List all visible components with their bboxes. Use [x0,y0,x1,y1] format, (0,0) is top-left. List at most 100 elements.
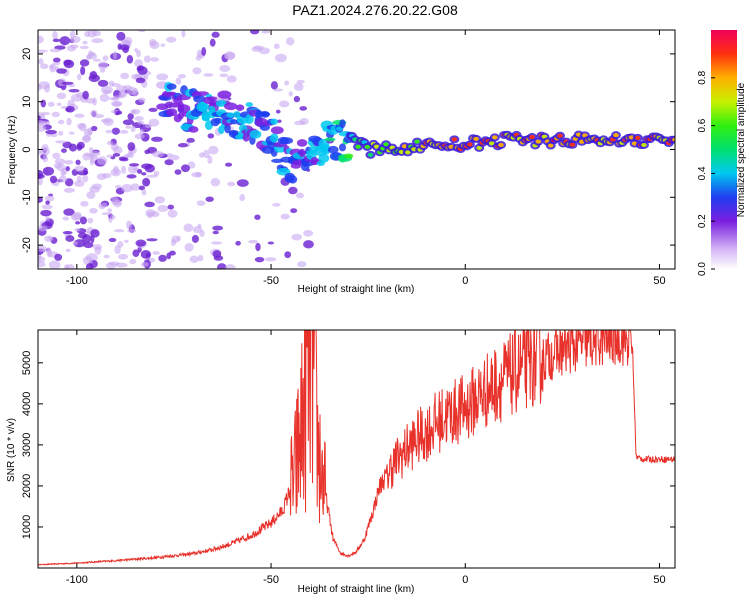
spectrum-speckle [174,169,182,175]
spectrum-speckle [47,236,53,240]
spectrum-speckle [42,155,49,163]
spectrum-speckle [198,152,205,158]
spectrum-ridge-blob [318,153,330,163]
spectrum-speckle [225,264,236,269]
spectrum-speckle [63,208,75,216]
spectrum-ridge-blob [270,126,284,135]
spectrum-ridge-blob [280,137,294,145]
spectrum-ridge-blob [288,175,298,184]
spectrum-ridge-core [405,150,411,155]
spectrum-speckle [89,159,95,166]
spectrum-speckle [126,174,137,179]
spectrum-ridge-core [492,135,498,140]
spectrum-speckle [297,261,307,268]
spectrum-speckle [210,241,223,245]
spectrum-speckle [126,220,133,230]
colorbar-label: Normalized spectral amplitude [736,82,747,217]
spectrum-speckle [38,196,43,203]
spectrum-speckle [226,75,237,83]
spectrum-speckle [288,91,293,97]
spectrum-speckle [184,242,194,252]
spectrum-speckle [126,86,138,96]
spectrum-speckle [72,211,82,220]
spectrum-speckle [122,46,129,54]
spectrum-speckle [117,241,124,248]
spectrum-speckle [192,226,203,234]
spectrum-speckle [75,221,81,225]
spectrum-speckle [40,112,51,116]
spectrum-speckle [138,30,146,33]
spectrum-speckle [52,57,61,63]
spectrum-speckle [89,150,101,157]
snr-y-label: SNR (10 * v/v) [6,418,17,482]
colorbar [711,30,737,269]
spectrum-speckle [285,37,295,46]
spectrum-speckle [73,239,86,248]
spectrum-speckle [68,89,80,93]
spectrum-speckle [55,140,67,144]
spectrum-speckle [121,184,133,193]
spectrum-speckle [79,45,89,50]
spectrum-speckle [144,164,156,173]
spectrum-speckle [113,229,125,233]
spectrum-speckle [58,130,64,136]
spectrum-speckle [38,58,44,65]
spectrum-speckle [65,105,75,113]
spectrum-speckle [264,257,277,262]
spectrum-speckle [52,30,58,40]
spectrum-speckle [114,184,122,189]
spectrum-speckle [38,124,47,132]
spectrum-speckle [208,145,219,155]
spectrum-ridge-core [467,142,473,147]
spectrum-speckle [303,240,314,249]
spectrum-speckle [85,263,94,269]
spectrum-speckle [48,260,61,269]
spectrum-speckle [118,90,128,98]
spectrum-speckle [56,68,67,74]
page-title: PAZ1.2024.276.20.22.G08 [292,2,458,18]
spectrum-speckle [61,148,67,153]
spectrum-speckle [76,73,82,81]
spectrum-speckle [74,180,85,187]
spectrum-speckle [247,239,258,244]
spectrum-speckle [191,234,199,243]
spectrum-speckle [135,239,147,247]
spectrum-speckle [54,253,63,261]
spectrum-ridge-blob [165,108,178,117]
spectrum-speckle [49,64,57,73]
spectrum-ridge-blob [177,104,191,113]
spectrum-speckle [291,233,303,241]
spectrum-speckle [97,61,109,70]
spectrum-speckle [103,254,110,259]
spectrum-speckle [106,140,114,146]
spectrum-speckle [294,120,306,126]
spectrum-ridge-core [451,137,458,142]
spectrum-speckle [303,229,314,237]
spectrum-speckle [141,189,147,196]
spectrum-speckle [186,137,195,143]
spectrum-speckle [138,97,146,103]
spectrum-speckle [212,230,219,235]
spectrum-speckle [81,134,91,144]
spectrum-ridge-core [488,141,495,146]
y-tick-label: 20 [21,48,33,60]
y-tick-label: -20 [21,237,33,253]
spectrum-speckle [65,248,71,253]
spectrum-speckle [196,200,206,206]
y-tick-label: 4000 [21,392,33,416]
spectrum-speckle [146,211,154,219]
spectrum-speckle [169,250,176,256]
spectrum-speckle [275,109,281,114]
spectrum-speckle [142,177,151,187]
spectrum-speckle [255,242,261,252]
spectrum-speckle [154,196,166,204]
spectrum-speckle [127,228,137,233]
spectrum-speckle [75,159,81,166]
spectrum-ridge-core [569,142,576,147]
spectrum-speckle [100,202,108,208]
spectrum-speckle [146,174,158,178]
spectrum-speckle [239,193,245,202]
spectrum-speckle [49,48,62,53]
spectrum-speckle [87,217,94,224]
spectrum-speckle [38,35,44,44]
